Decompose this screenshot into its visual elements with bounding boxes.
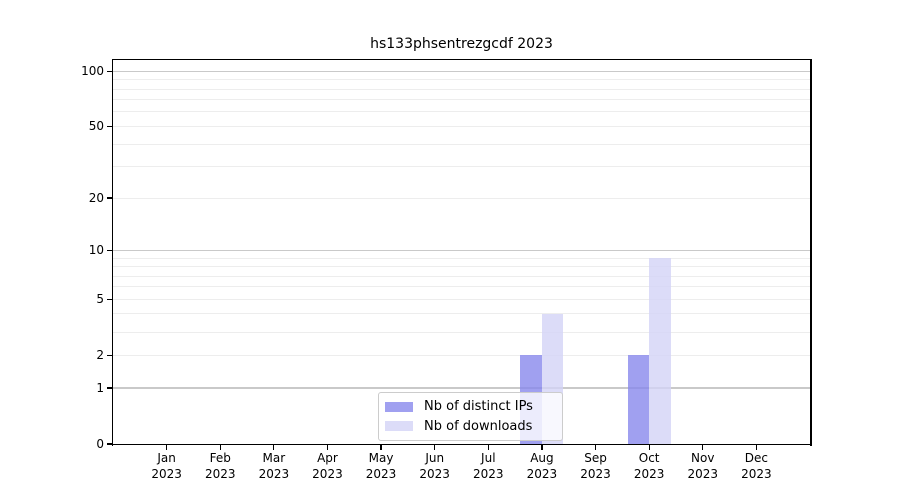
year-label: 2023 [151,466,182,481]
year-label: 2023 [741,466,772,481]
x-tick-label-jan: Jan 2023 [135,451,199,482]
x-tick-mark [487,445,489,451]
month-label: Dec [744,451,768,465]
x-tick-label-jun: Jun 2023 [403,451,467,482]
major-gridline [113,387,810,389]
x-tick-label-nov: Nov 2023 [671,451,735,482]
y-tick-label: 1 [96,381,104,395]
month-label: Jul [481,451,496,465]
year-label: 2023 [633,466,665,481]
minor-gridline [113,354,810,356]
x-tick-label-oct: Oct 2023 [617,451,681,482]
minor-gridline [113,79,810,81]
minor-gridline [113,266,810,267]
minor-gridline [113,143,810,145]
bottom-spine [111,443,812,446]
y-tick-mark [106,298,112,300]
legend-item-downloads: Nb of downloads [385,419,556,434]
y-tick-mark [106,125,112,127]
y-tick-label: 5 [96,292,104,307]
right-spine [810,58,812,446]
y-tick-label: 20 [88,191,104,206]
y-tick-mark [106,197,112,199]
x-tick-label-sep: Sep 2023 [564,451,628,482]
legend-label-downloads: Nb of downloads [424,418,533,434]
minor-gridline [113,286,810,288]
month-label: Jan [157,451,176,465]
legend-swatch-downloads [385,421,413,432]
year-label: 2023 [312,466,343,481]
x-tick-mark [541,445,543,451]
month-label: May [368,451,394,465]
y-tick-mark [106,387,112,389]
x-tick-mark [648,445,650,451]
year-label: 2023 [687,466,719,481]
minor-gridline [113,88,810,90]
x-tick-mark [434,445,436,451]
x-tick-mark [380,445,382,451]
month-label: Sep [584,451,607,465]
month-label: Apr [317,451,338,465]
year-label: 2023 [365,466,397,481]
year-label: 2023 [204,466,236,481]
x-tick-label-apr: Apr 2023 [295,451,359,482]
bar-downloads-oct [649,258,671,444]
x-tick-mark [273,445,275,451]
y-tick-label: 0 [96,437,104,451]
left-spine [111,58,113,446]
legend-swatch-distinct-ips [385,401,413,412]
year-label: 2023 [526,466,558,481]
y-tick-mark [106,70,112,72]
x-tick-mark [326,445,329,451]
month-label: Oct [638,451,660,465]
minor-gridline [113,298,810,300]
legend-item-distinct-ips: Nb of distinct IPs [385,399,556,414]
x-tick-label-jul: Jul 2023 [456,451,520,482]
x-tick-label-aug: Aug 2023 [510,451,574,482]
y-tick-label: 100 [81,64,104,79]
year-label: 2023 [419,466,450,481]
minor-gridline [113,99,810,101]
x-tick-label-mar: Mar 2023 [242,451,306,482]
x-tick-label-feb: Feb 2023 [188,451,252,482]
x-tick-mark [594,445,597,451]
minor-gridline [113,275,810,277]
month-label: Jun [425,451,445,465]
bar-distinct-ips-oct [627,355,650,444]
minor-gridline [113,197,810,199]
x-tick-mark [166,445,168,451]
x-tick-mark [702,445,704,451]
month-label: Aug [530,451,554,465]
minor-gridline [113,125,810,127]
minor-gridline [113,166,810,168]
y-tick-label: 50 [88,119,104,134]
month-label: Feb [209,451,231,465]
year-label: 2023 [473,466,504,481]
minor-gridline [113,331,810,333]
major-gridline [113,70,810,72]
x-tick-mark [219,445,221,451]
y-tick-mark [106,354,112,356]
y-tick-label: 10 [88,243,104,258]
y-tick-mark [106,443,112,445]
y-tick-mark [106,249,112,251]
legend-label-distinct-ips: Nb of distinct IPs [424,399,533,415]
minor-gridline [113,257,810,259]
year-label: 2023 [580,466,611,481]
x-tick-label-dec: Dec 2023 [724,451,788,482]
major-gridline [113,249,810,251]
x-tick-label-may: May 2023 [349,451,413,482]
y-tick-label: 2 [96,348,104,363]
month-label: Nov [691,451,715,465]
legend: Nb of distinct IPs Nb of downloads [378,392,563,441]
minor-gridline [113,111,810,113]
top-spine [113,58,810,60]
year-label: 2023 [258,466,290,481]
month-label: Mar [262,451,286,465]
x-tick-mark [755,445,757,451]
chart-title: hs133phsentrezgcdf 2023 [370,36,553,52]
minor-gridline [113,313,810,315]
